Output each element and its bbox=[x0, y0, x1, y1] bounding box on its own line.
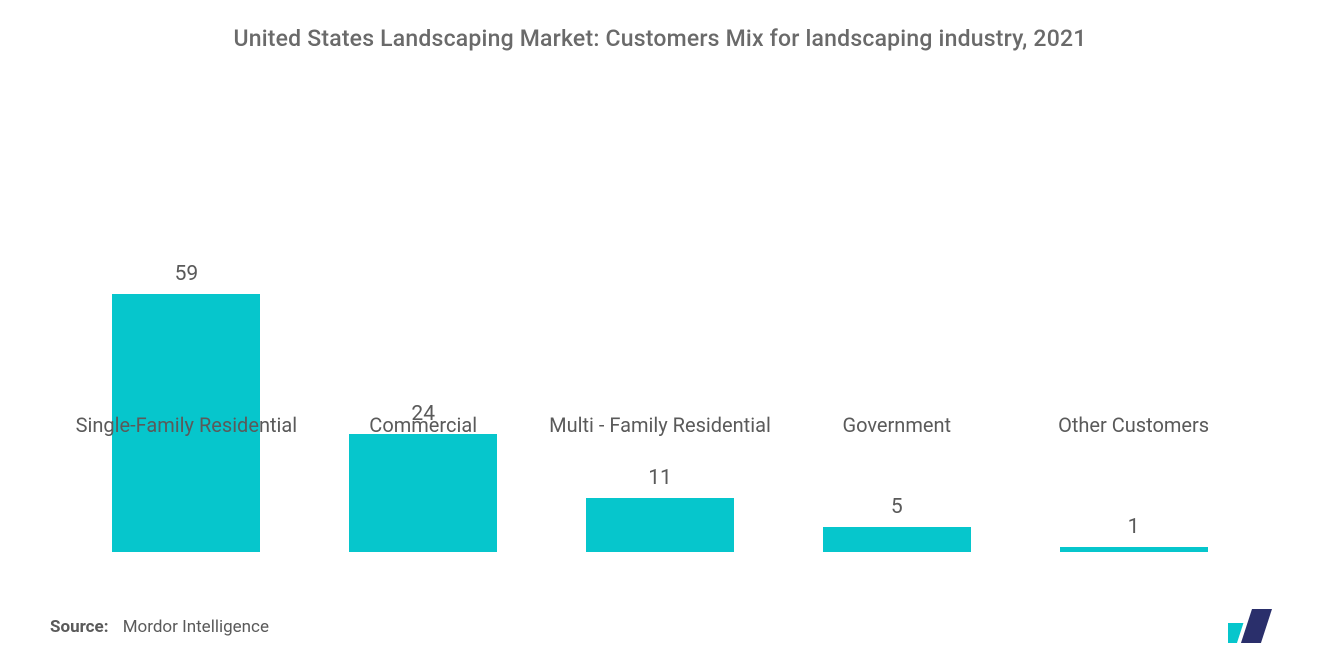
bar-slot: 24 bbox=[305, 262, 542, 552]
chart-container: United States Landscaping Market: Custom… bbox=[0, 0, 1320, 665]
bar-slot: 11 bbox=[542, 262, 779, 552]
x-axis-labels: Single-Family ResidentialCommercialMulti… bbox=[50, 412, 1270, 439]
plot-area: 59 24 11 5 1 Single-Family ResidentialCommer… bbox=[50, 112, 1270, 552]
bar-value-label: 11 bbox=[648, 466, 672, 490]
bar bbox=[1060, 547, 1208, 552]
x-axis-label: Multi - Family Residential bbox=[542, 412, 779, 439]
x-axis-label: Other Customers bbox=[1015, 412, 1252, 439]
brand-logo-icon bbox=[1228, 609, 1284, 643]
bar bbox=[349, 434, 497, 552]
bar-value-label: 1 bbox=[1128, 515, 1140, 539]
source-text: Mordor Intelligence bbox=[123, 617, 269, 637]
bar-value-label: 5 bbox=[891, 495, 903, 519]
source-attribution: Source: Mordor Intelligence bbox=[50, 617, 269, 637]
bar-slot: 5 bbox=[778, 262, 1015, 552]
x-axis-label: Government bbox=[778, 412, 1015, 439]
source-label: Source: bbox=[50, 617, 108, 637]
chart-title: United States Landscaping Market: Custom… bbox=[50, 25, 1270, 52]
bars-row: 59 24 11 5 1 bbox=[50, 262, 1270, 552]
bar-slot: 1 bbox=[1015, 262, 1252, 552]
x-axis-label: Single-Family Residential bbox=[68, 412, 305, 439]
x-axis-label: Commercial bbox=[305, 412, 542, 439]
bar-value-label: 59 bbox=[175, 262, 199, 286]
bar bbox=[586, 498, 734, 552]
bar bbox=[823, 527, 971, 552]
bar-slot: 59 bbox=[68, 262, 305, 552]
